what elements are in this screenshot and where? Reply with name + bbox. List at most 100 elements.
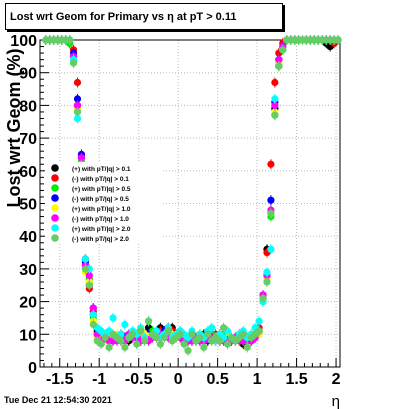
data-point [121, 343, 129, 351]
data-point [81, 265, 89, 273]
legend-marker [51, 214, 59, 222]
data-point [133, 340, 141, 348]
chart-title: Lost wrt Geom for Primary vs η at pT > 0… [10, 10, 237, 23]
y-tick-label: 90 [19, 66, 37, 83]
data-point [77, 154, 86, 162]
legend-marker [51, 164, 59, 172]
data-point [267, 196, 275, 204]
data-markers [42, 35, 342, 356]
data-point [188, 330, 196, 338]
data-point [200, 343, 208, 351]
y-tick-label: 40 [19, 229, 37, 246]
data-point [180, 340, 188, 348]
data-point [66, 36, 74, 44]
legend-marker [51, 174, 59, 182]
y-tick-label: 100 [10, 33, 37, 50]
data-point [141, 337, 149, 345]
y-tick-label: 10 [19, 327, 37, 344]
data-point [89, 304, 97, 312]
legend-label: (+) with pT/|q| > 1.0 [72, 206, 131, 213]
data-point [184, 347, 192, 355]
data-point [129, 330, 137, 338]
data-point [156, 340, 164, 348]
data-point [89, 320, 97, 329]
legend-label: (-) with pT/|q| > 0.1 [72, 176, 129, 183]
data-point [89, 311, 97, 319]
data-point [160, 333, 168, 342]
data-point [259, 294, 267, 302]
x-tick-label: 0.5 [207, 371, 229, 388]
data-point [101, 333, 109, 342]
data-point [208, 324, 216, 332]
data-point [255, 317, 263, 325]
title-box: Lost wrt Geom for Primary vs η at pT > 0… [5, 3, 283, 30]
data-point [267, 209, 275, 217]
x-tick-label: -1 [92, 371, 106, 388]
data-point [196, 333, 204, 342]
data-point [73, 95, 82, 103]
data-point [73, 101, 82, 109]
x-tick-label: 0 [174, 371, 183, 388]
data-point [73, 114, 82, 123]
data-point [117, 337, 125, 345]
y-tick-label: 0 [28, 360, 37, 377]
data-point [219, 324, 228, 332]
data-point [164, 327, 172, 335]
legend-marker [51, 184, 59, 192]
x-tick-label: 2 [332, 371, 341, 388]
y-tick-label: 50 [19, 197, 37, 214]
series-7 [42, 35, 342, 356]
y-tick-label: 20 [19, 295, 37, 312]
x-axis-label: η [332, 393, 340, 409]
y-axis-label: Lost wrt Geom (%) [4, 48, 24, 207]
data-point [271, 101, 279, 109]
data-point [267, 245, 275, 253]
data-point [73, 108, 82, 116]
data-point [81, 255, 89, 263]
data-point [271, 95, 279, 103]
data-point [176, 330, 184, 338]
legend-label: (+) with pT/|q| > 0.5 [72, 186, 131, 193]
data-point [97, 340, 105, 348]
y-tick-label: 70 [19, 131, 37, 148]
legend-marker [51, 194, 59, 202]
data-point [109, 314, 117, 322]
data-point [223, 340, 232, 348]
legend-label: (-) with pT/|q| > 1.0 [72, 216, 129, 223]
data-point [263, 278, 271, 286]
data-point [271, 111, 279, 119]
data-point [255, 327, 263, 335]
data-point [279, 46, 287, 54]
legend-marker [51, 204, 59, 212]
data-point [239, 330, 247, 338]
x-tick-label: -0.5 [125, 371, 153, 388]
legend: (+) with pT/|q| > 0.1 (-) with pT/|q| > 0… [45, 162, 162, 244]
x-tick-label: 1 [253, 371, 262, 388]
data-point [271, 78, 279, 87]
legend-box [45, 162, 162, 244]
y-tick-label: 60 [19, 164, 37, 181]
data-point [334, 36, 342, 44]
y-tick-label: 80 [19, 98, 37, 115]
legend-label: (+) with pT/|q| > 0.1 [72, 166, 131, 173]
data-point [263, 268, 271, 276]
data-point [216, 337, 224, 345]
data-point [267, 160, 275, 168]
data-point [137, 327, 145, 335]
tick-labels: -1.5 -1 -0.5 0 0.5 1 1.5 2010203040506070809010… [10, 33, 340, 388]
data-point [69, 59, 78, 67]
data-point [105, 343, 113, 351]
data-point [73, 78, 82, 87]
legend-label: (+) with pT/|q| > 2.0 [72, 226, 131, 233]
x-tick-label: -1.5 [46, 371, 74, 388]
legend-marker [51, 234, 59, 242]
y-tick-label: 30 [19, 262, 37, 279]
data-point [204, 330, 212, 338]
legend-label: (-) with pT/|q| > 2.0 [72, 236, 129, 243]
data-point [144, 317, 153, 325]
data-point [85, 271, 93, 280]
data-point [152, 333, 161, 342]
data-point [243, 343, 251, 351]
data-point [275, 56, 283, 64]
